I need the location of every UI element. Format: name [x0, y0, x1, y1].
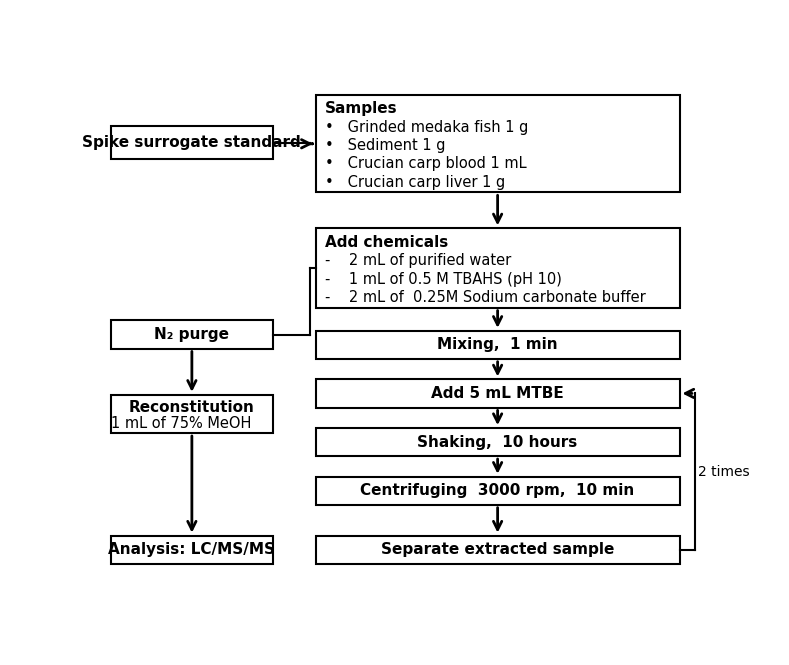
Text: Shaking,  10 hours: Shaking, 10 hours — [417, 434, 578, 450]
Text: -    2 mL of  0.25M Sodium carbonate buffer: - 2 mL of 0.25M Sodium carbonate buffer — [325, 290, 645, 305]
Text: Separate extracted sample: Separate extracted sample — [381, 542, 615, 557]
Text: 1 mL of 75% MeOH: 1 mL of 75% MeOH — [110, 416, 251, 432]
FancyBboxPatch shape — [110, 535, 273, 564]
Text: 2 times: 2 times — [697, 465, 750, 479]
FancyBboxPatch shape — [316, 228, 679, 308]
FancyBboxPatch shape — [316, 535, 679, 564]
FancyBboxPatch shape — [316, 331, 679, 359]
FancyBboxPatch shape — [316, 379, 679, 408]
Text: Analysis: LC/MS/MS: Analysis: LC/MS/MS — [108, 542, 275, 557]
Text: -    1 mL of 0.5 M TBAHS (pH 10): - 1 mL of 0.5 M TBAHS (pH 10) — [325, 271, 562, 287]
Text: Add chemicals: Add chemicals — [325, 235, 448, 249]
Text: Reconstitution: Reconstitution — [129, 400, 255, 415]
FancyBboxPatch shape — [316, 428, 679, 456]
Text: Centrifuging  3000 rpm,  10 min: Centrifuging 3000 rpm, 10 min — [361, 483, 634, 498]
FancyBboxPatch shape — [110, 395, 273, 433]
Text: •   Crucian carp liver 1 g: • Crucian carp liver 1 g — [325, 175, 505, 190]
Text: -    2 mL of purified water: - 2 mL of purified water — [325, 253, 511, 268]
Text: •   Crucian carp blood 1 mL: • Crucian carp blood 1 mL — [325, 156, 526, 172]
Text: Samples: Samples — [325, 102, 398, 116]
FancyBboxPatch shape — [110, 126, 273, 159]
Text: N₂ purge: N₂ purge — [155, 327, 230, 342]
FancyBboxPatch shape — [316, 95, 679, 192]
FancyBboxPatch shape — [316, 477, 679, 505]
Text: Add 5 mL MTBE: Add 5 mL MTBE — [432, 386, 564, 401]
Text: Mixing,  1 min: Mixing, 1 min — [437, 337, 558, 352]
Text: Spike surrogate standard: Spike surrogate standard — [83, 135, 301, 150]
Text: •   Grinded medaka fish 1 g: • Grinded medaka fish 1 g — [325, 120, 529, 135]
FancyBboxPatch shape — [110, 321, 273, 348]
Text: •   Sediment 1 g: • Sediment 1 g — [325, 138, 445, 153]
